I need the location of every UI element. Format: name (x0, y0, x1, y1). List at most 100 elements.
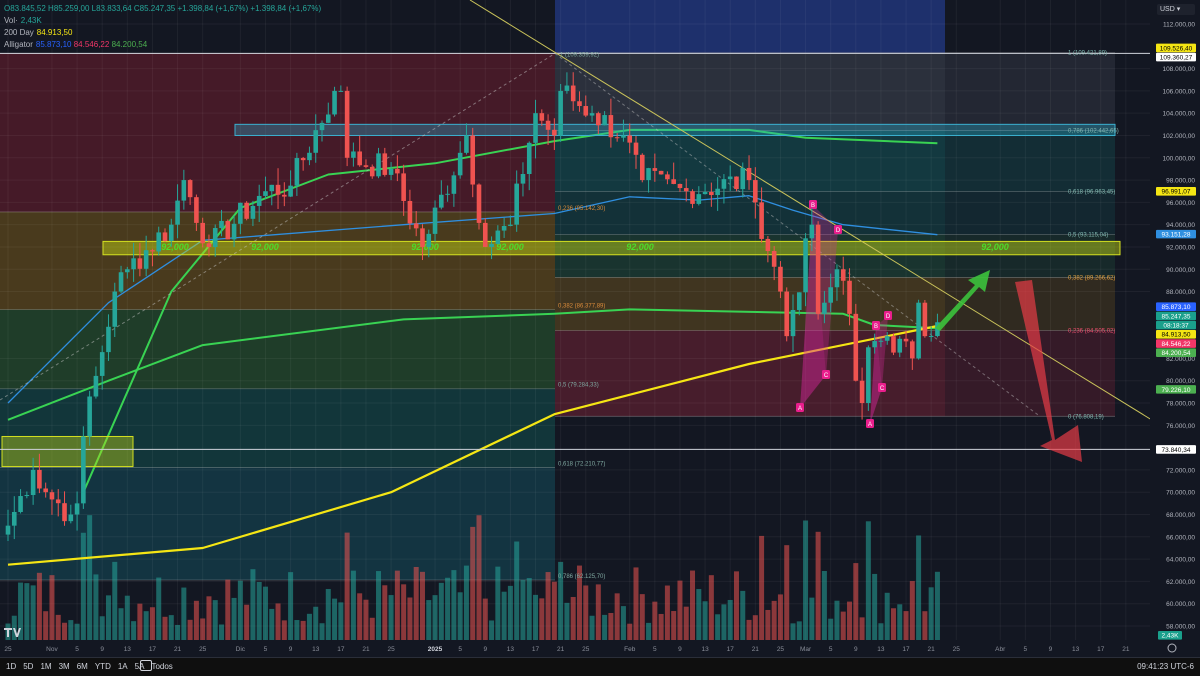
volume-bar (325, 588, 331, 640)
volume-bar (847, 601, 853, 640)
candle (847, 268, 852, 326)
resistance-box[interactable] (234, 123, 1116, 136)
candle-body (866, 347, 871, 404)
harmonic-point-marker (872, 321, 880, 330)
candle-body (256, 195, 262, 206)
candle (790, 294, 796, 353)
range-6m[interactable]: 6M (76, 662, 88, 671)
volume-bar (394, 570, 400, 640)
price-tag-label: 93.151,28 (1162, 232, 1191, 239)
range-todos[interactable]: Todos (151, 662, 173, 671)
candle (715, 177, 720, 211)
volume-bar (87, 515, 93, 640)
time-tick-label: 13 (312, 646, 320, 653)
harmonic-point-label: D (836, 228, 841, 234)
price-tag-label: 96.991,07 (1162, 189, 1191, 196)
price-tag (1156, 311, 1196, 321)
time-tick-label: 5 (653, 646, 657, 653)
volume-bar (872, 573, 878, 640)
support-box-92000[interactable] (102, 240, 1121, 256)
calendar-goto-icon[interactable] (140, 660, 152, 671)
alligator-row[interactable]: Alligator 85.873,10 84.546,22 84.200,54 (4, 39, 321, 51)
trend-line[interactable] (469, 0, 1161, 426)
candle-body (363, 165, 369, 167)
support-box-left[interactable] (1, 435, 134, 468)
range-1m[interactable]: 1M (40, 662, 52, 671)
volume-bar (771, 600, 777, 640)
time-tick-label: 9 (100, 646, 104, 653)
candle-body (49, 492, 55, 500)
candle (300, 156, 306, 171)
volume-bar (576, 565, 582, 640)
candle (420, 224, 425, 261)
candle (426, 229, 432, 258)
candle-body (432, 207, 438, 234)
volume-bar (727, 599, 733, 640)
candle (514, 170, 519, 232)
candle-body (18, 496, 23, 513)
support-label-92000: 92,000 (161, 242, 189, 252)
range-5a[interactable]: 5A (134, 662, 145, 671)
candle-body (332, 90, 337, 115)
time-axis[interactable] (0, 640, 1200, 657)
chevron-down-icon: ▾ (1176, 6, 1181, 13)
volume-bar (426, 600, 432, 640)
candle-body (545, 120, 551, 130)
volume-bar (36, 572, 42, 640)
candle (175, 184, 180, 239)
range-5d[interactable]: 5D (23, 662, 34, 671)
bullish-arrow-icon[interactable] (935, 270, 990, 331)
volume-bar (690, 570, 696, 640)
range-1a[interactable]: 1A (117, 662, 128, 671)
candle (928, 326, 934, 342)
candle (765, 236, 771, 263)
candle (533, 99, 538, 159)
time-tick-label: 17 (727, 646, 735, 653)
range-1d[interactable]: 1D (6, 662, 17, 671)
volume-bar (489, 620, 495, 640)
candle (476, 183, 482, 230)
candle (910, 339, 915, 370)
candle-body (307, 152, 312, 161)
time-tick-label: Feb (624, 646, 636, 653)
candle-body (614, 137, 620, 139)
volume-bar (156, 577, 162, 640)
volume-bar (363, 599, 369, 640)
candle (388, 162, 394, 181)
settings-gear-icon[interactable] (1167, 643, 1177, 653)
alligator-label: Alligator (4, 40, 33, 49)
price-tick-label: 104.000,00 (1162, 111, 1195, 118)
candle (112, 282, 118, 337)
candle-body (501, 225, 507, 231)
volume-bar (784, 545, 790, 640)
candle (872, 333, 877, 354)
alligator-teeth-value: 84.546,22 (73, 40, 110, 49)
price-tick-label: 68.000,00 (1166, 512, 1195, 519)
candle (778, 261, 783, 299)
currency-select[interactable]: USD ▾ (1157, 4, 1195, 15)
volume-bar (294, 620, 300, 640)
candle-body (294, 158, 300, 186)
candle-body (646, 168, 651, 181)
volume-bar (533, 594, 539, 640)
support-label-92000: 92,000 (626, 242, 654, 252)
volume-bar (859, 617, 865, 640)
time-tick-label: 21 (928, 646, 936, 653)
ma200-row[interactable]: 200 Day 84.913,50 (4, 27, 321, 39)
fib-right-label: 0,618 (96.963,45) (1068, 190, 1115, 196)
range-ytd[interactable]: YTD (94, 662, 111, 671)
candle (407, 189, 413, 230)
volume-bar (803, 520, 809, 640)
price-tick-label: 108.000,00 (1162, 66, 1195, 73)
volume-bar (909, 581, 915, 640)
range-selector: 1D 5D 1M 3M 6M YTD 1A 5A Todos (6, 662, 173, 671)
volume-bar (419, 571, 425, 640)
range-3m[interactable]: 3M (58, 662, 70, 671)
harmonic-triangle (870, 326, 882, 424)
candle-body (872, 341, 877, 348)
candle (489, 236, 494, 260)
harmonic-point-marker (796, 403, 804, 412)
candle-body (822, 302, 827, 314)
price-chart[interactable]: 92,000 92,000 92,000 92,000 92,000 92,000 A B C D… (0, 0, 1200, 657)
bearish-arrow-icon[interactable] (1015, 280, 1082, 462)
